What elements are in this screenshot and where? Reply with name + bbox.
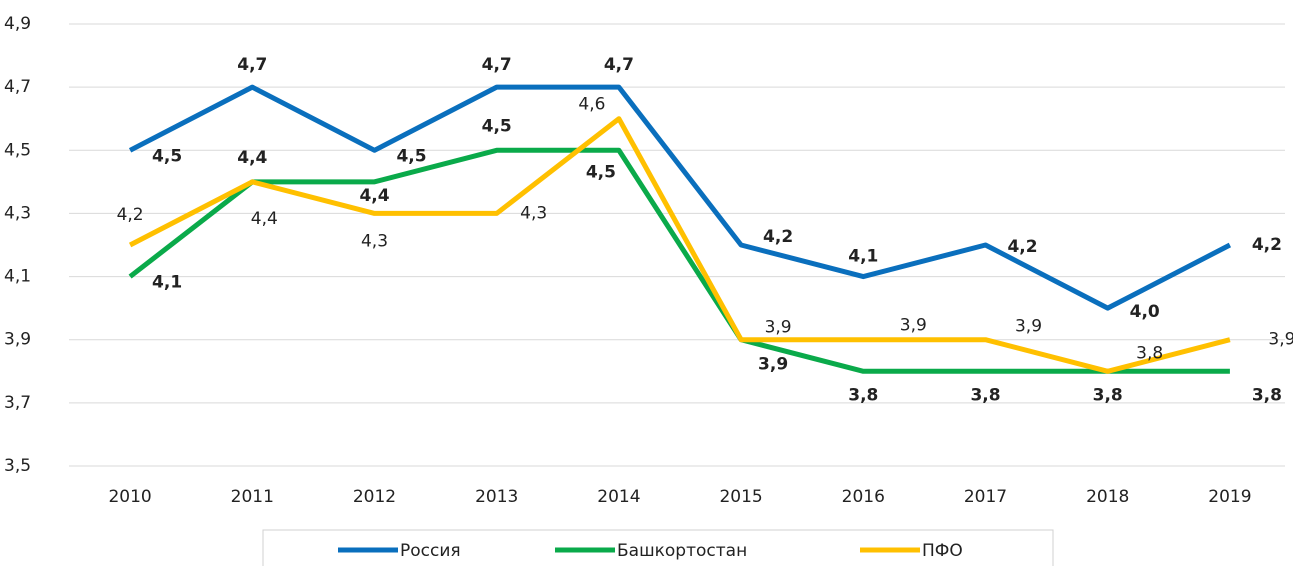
data-label: 4,2 bbox=[763, 227, 793, 247]
data-label: 3,8 bbox=[1093, 385, 1123, 405]
x-tick-label: 2013 bbox=[475, 487, 518, 507]
data-label: 4,4 bbox=[237, 148, 267, 168]
data-label: 4,0 bbox=[1130, 302, 1160, 322]
x-tick-label: 2016 bbox=[842, 487, 885, 507]
data-label: 4,2 bbox=[117, 205, 144, 225]
data-label: 3,9 bbox=[900, 316, 927, 336]
data-label: 4,1 bbox=[152, 273, 182, 293]
data-label: 4,7 bbox=[482, 55, 512, 75]
data-label: 4,2 bbox=[1007, 237, 1037, 257]
series-line bbox=[128, 84, 1232, 311]
data-label: 4,4 bbox=[359, 186, 389, 206]
legend-label: Россия bbox=[400, 541, 461, 561]
data-label: 4,5 bbox=[396, 146, 426, 166]
data-label: 3,9 bbox=[758, 355, 788, 375]
x-tick-label: 2012 bbox=[353, 487, 396, 507]
legend-label: Башкортостан bbox=[617, 541, 747, 561]
y-tick-label: 4,7 bbox=[4, 77, 31, 97]
data-label: 4,5 bbox=[152, 146, 182, 166]
data-label: 3,8 bbox=[1252, 385, 1282, 405]
series-line bbox=[128, 147, 1230, 374]
x-tick-label: 2015 bbox=[719, 487, 762, 507]
x-tick-label: 2014 bbox=[597, 487, 640, 507]
data-label: 4,6 bbox=[578, 95, 605, 115]
data-label: 3,8 bbox=[1136, 343, 1163, 363]
legend-label: ПФО bbox=[922, 541, 963, 561]
x-tick-label: 2017 bbox=[964, 487, 1007, 507]
x-tick-label: 2019 bbox=[1208, 487, 1251, 507]
y-tick-label: 4,3 bbox=[4, 203, 31, 223]
x-tick-label: 2010 bbox=[108, 487, 151, 507]
data-label: 3,9 bbox=[1268, 330, 1293, 350]
data-label: 4,7 bbox=[237, 55, 267, 75]
data-label: 4,7 bbox=[604, 55, 634, 75]
x-tick-label: 2018 bbox=[1086, 487, 1129, 507]
data-label: 4,5 bbox=[586, 162, 616, 182]
data-label: 4,3 bbox=[361, 231, 388, 251]
data-label: 4,4 bbox=[251, 209, 278, 229]
data-label: 4,1 bbox=[848, 247, 878, 267]
y-tick-label: 4,1 bbox=[4, 267, 31, 287]
y-tick-label: 3,7 bbox=[4, 393, 31, 413]
y-tick-label: 3,5 bbox=[4, 456, 31, 476]
x-tick-label: 2011 bbox=[231, 487, 274, 507]
data-label: 3,9 bbox=[765, 318, 792, 338]
data-label: 4,3 bbox=[520, 203, 547, 223]
y-tick-label: 3,9 bbox=[4, 330, 31, 350]
series-line bbox=[128, 116, 1231, 374]
y-tick-label: 4,5 bbox=[4, 140, 31, 160]
y-tick-label: 4,9 bbox=[4, 14, 31, 34]
data-label: 3,8 bbox=[848, 385, 878, 405]
data-label: 3,9 bbox=[1015, 317, 1042, 337]
data-label: 4,5 bbox=[482, 116, 512, 136]
data-label: 3,8 bbox=[970, 385, 1000, 405]
data-label: 4,2 bbox=[1252, 235, 1282, 255]
